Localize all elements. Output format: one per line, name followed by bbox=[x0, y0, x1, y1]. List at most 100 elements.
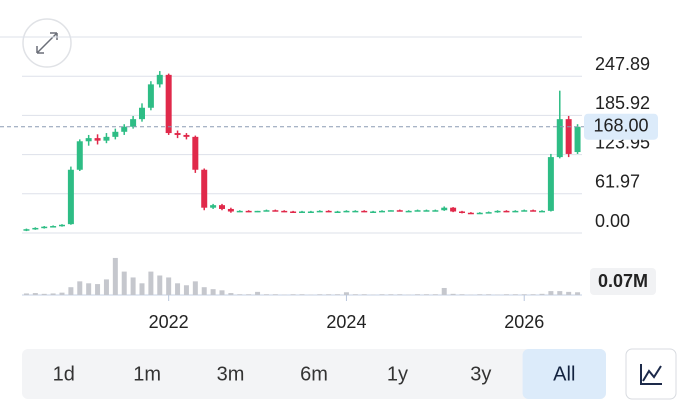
x-tick-label: 2022 bbox=[149, 312, 189, 332]
chart-type-button[interactable] bbox=[625, 348, 677, 400]
candle-body bbox=[236, 210, 243, 213]
volume-bar bbox=[201, 287, 207, 295]
candle-body bbox=[41, 226, 48, 229]
volume-bar bbox=[41, 293, 47, 295]
candle-body bbox=[245, 210, 252, 213]
candle-body bbox=[299, 211, 305, 213]
range-button[interactable]: 1d bbox=[53, 363, 75, 385]
volume-bar bbox=[290, 294, 296, 295]
candle-body bbox=[112, 131, 119, 137]
volume-bar bbox=[210, 289, 216, 295]
candle-body bbox=[512, 210, 519, 213]
range-button-selected[interactable] bbox=[522, 349, 606, 399]
candle-body bbox=[547, 157, 554, 211]
candle-body bbox=[23, 229, 30, 231]
candle-body bbox=[325, 210, 332, 213]
volume-bar bbox=[192, 281, 198, 295]
candle-body bbox=[370, 211, 377, 213]
candle-body bbox=[201, 169, 208, 208]
volume-bar bbox=[157, 275, 163, 295]
candle-body bbox=[405, 210, 412, 213]
candle-body bbox=[459, 211, 465, 213]
volume-bar bbox=[246, 294, 252, 295]
candle-body bbox=[147, 84, 154, 108]
volume-bar bbox=[503, 294, 509, 295]
volume-bar bbox=[343, 292, 349, 295]
candle-body bbox=[556, 119, 563, 158]
volume-bar bbox=[521, 294, 527, 295]
candle-body bbox=[307, 211, 314, 213]
candle-body bbox=[530, 210, 537, 212]
volume-bar bbox=[317, 294, 323, 295]
candle-body bbox=[316, 210, 323, 213]
range-button[interactable]: 3y bbox=[470, 363, 491, 385]
volume-bar bbox=[450, 293, 456, 295]
candle-body bbox=[192, 136, 199, 170]
volume-bar bbox=[548, 291, 554, 295]
candle-body bbox=[32, 227, 39, 230]
volume-bar bbox=[50, 293, 56, 295]
volume-bar bbox=[415, 294, 421, 295]
volume-bar bbox=[557, 291, 563, 295]
candle-body bbox=[281, 210, 288, 213]
candle-body bbox=[227, 208, 234, 212]
volume-bar bbox=[59, 292, 65, 295]
candle-body bbox=[156, 74, 163, 85]
volume-bar bbox=[459, 294, 465, 295]
volume-bar bbox=[121, 271, 127, 295]
volume-bar bbox=[530, 294, 536, 295]
x-tick-label: 2024 bbox=[326, 312, 366, 332]
current-price-label: 168.00 bbox=[593, 115, 648, 135]
expand-button[interactable] bbox=[22, 18, 72, 68]
volume-bar bbox=[335, 294, 341, 295]
candle-body bbox=[290, 211, 297, 213]
volume-bar bbox=[423, 294, 429, 295]
candle-body bbox=[165, 74, 172, 134]
range-button[interactable]: 6m bbox=[300, 363, 328, 385]
candle-body bbox=[254, 210, 261, 213]
candle-body bbox=[396, 210, 403, 212]
candle-body bbox=[379, 210, 385, 213]
volume-bar bbox=[477, 294, 483, 295]
volume-bar bbox=[103, 279, 109, 295]
candle-body bbox=[183, 134, 190, 137]
candle-body bbox=[565, 119, 572, 154]
candle-body bbox=[210, 205, 217, 208]
volume-bar bbox=[486, 294, 492, 295]
range-bar bbox=[22, 349, 606, 399]
candle-body bbox=[539, 210, 545, 213]
volume-bar bbox=[388, 294, 394, 295]
volume-bar bbox=[23, 293, 29, 295]
volume-bar bbox=[361, 294, 367, 295]
candle-body bbox=[59, 224, 65, 227]
candle-body bbox=[334, 211, 341, 213]
volume-bar bbox=[432, 294, 438, 295]
candle-body bbox=[441, 207, 448, 211]
volume-bar bbox=[86, 283, 92, 295]
volume-bar bbox=[263, 294, 269, 295]
volume-bar bbox=[183, 285, 189, 295]
range-button[interactable]: 3m bbox=[217, 363, 245, 385]
volume-bar bbox=[32, 293, 38, 295]
candle-body bbox=[50, 226, 57, 228]
volume-bar bbox=[166, 277, 172, 295]
range-button[interactable]: 1y bbox=[387, 363, 408, 385]
volume-bar bbox=[272, 294, 278, 295]
range-button[interactable]: All bbox=[553, 363, 575, 385]
volume-bar bbox=[575, 292, 581, 295]
volume-bar bbox=[326, 294, 332, 295]
current-price-box bbox=[584, 113, 658, 140]
candle-body bbox=[85, 138, 92, 142]
candle-body bbox=[352, 210, 359, 213]
candle-body bbox=[343, 210, 350, 213]
range-button[interactable]: 1m bbox=[133, 363, 161, 385]
candle-body bbox=[574, 126, 581, 153]
y-tick-label: 185.92 bbox=[595, 93, 650, 113]
candle-body bbox=[503, 210, 510, 213]
y-tick-label: 61.97 bbox=[595, 172, 640, 192]
y-tick-label: 247.89 bbox=[595, 54, 650, 74]
volume-bar bbox=[539, 293, 545, 295]
volume-bar bbox=[255, 291, 261, 295]
